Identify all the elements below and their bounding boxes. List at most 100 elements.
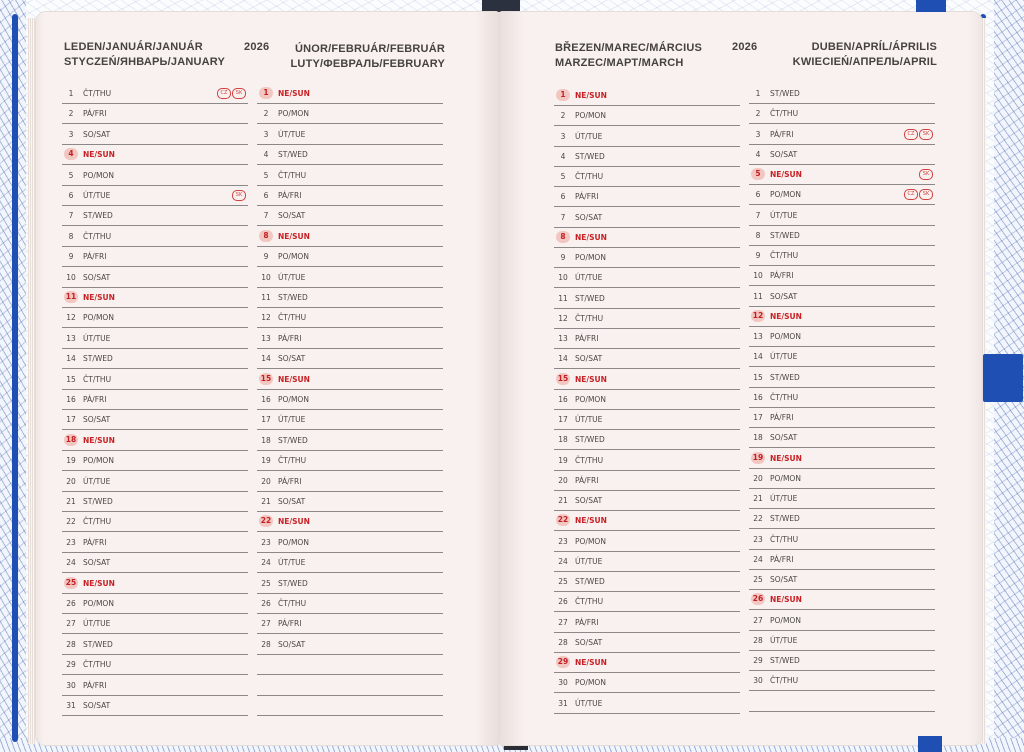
february-title: ÚNOR/FEBRUÁR/FEBRUÁR LUTY/ФЕВРАЛЬ/FEBRUA… [284, 42, 445, 72]
weekday-label: ÚT/TUE [575, 698, 603, 708]
day-number: 11 [64, 291, 78, 303]
day-number: 8 [68, 231, 74, 241]
weekday-label: ÚT/TUE [770, 635, 798, 645]
weekday-label: NE/SUN [770, 453, 802, 463]
weekday-label: SO/SAT [83, 701, 111, 710]
day-number: 13 [558, 334, 568, 343]
weekday-label: ST/WED [770, 372, 800, 382]
weekday-label: ST/WED [770, 514, 800, 524]
weekday-label: PO/MON [575, 536, 606, 546]
day-number: 8 [556, 230, 570, 243]
day-number: 3 [560, 131, 566, 141]
day-number: 17 [261, 415, 271, 425]
day-row: 13 PÁ/FRI [257, 328, 443, 349]
spine-top [482, 0, 520, 12]
day-number: 23 [558, 536, 568, 546]
day-row: 24 SO/SAT [62, 552, 248, 574]
weekday-label: ČT/THU [83, 660, 112, 670]
day-row: 6 PO/MON CZ SK [749, 184, 935, 206]
day-row: 5 PO/MON [62, 165, 248, 186]
day-number: 20 [753, 473, 763, 483]
weekday-label: SO/SAT [575, 212, 603, 222]
day-row: 16 PO/MON [257, 389, 443, 410]
weekday-label: NE/SUN [278, 517, 310, 527]
day-row: 12 NE/SUN [749, 306, 935, 327]
day-number: 6 [68, 191, 74, 200]
day-row: 15 NE/SUN [257, 369, 443, 390]
weekday-label: PÁ/FRI [83, 537, 107, 547]
holiday-mark-sk: SK [919, 169, 933, 180]
day-number: 15 [259, 372, 273, 385]
day-number: 30 [66, 680, 76, 690]
day-number: 15 [556, 372, 570, 385]
weekday-label: PO/MON [278, 395, 309, 404]
weekday-label: ST/WED [575, 435, 605, 445]
day-number: 23 [261, 537, 271, 547]
weekday-label: PÁ/FRI [83, 395, 107, 404]
day-row: 2 ČT/THU [749, 103, 935, 125]
day-number: 9 [560, 253, 566, 262]
day-number: 25 [261, 578, 271, 588]
day-row: 17 ÚT/TUE [257, 409, 443, 431]
day-row: 15 NE/SUN [554, 369, 740, 390]
day-number: 20 [558, 475, 568, 485]
bookmark-ribbon-top[interactable] [916, 0, 946, 12]
day-row: 5 NE/SUN SK [749, 164, 935, 185]
day-row: 26 ČT/THU [554, 591, 740, 613]
day-row: 2 PO/MON [257, 103, 443, 125]
day-number: 14 [261, 354, 271, 364]
weekday-label: PO/MON [770, 473, 801, 483]
weekday-label: PO/MON [83, 456, 114, 466]
day-row: 10 PÁ/FRI [749, 265, 935, 287]
day-row: 28 SO/SAT [257, 634, 443, 655]
day-row: 5 ČT/THU [554, 166, 740, 187]
weekday-label: ST/WED [83, 497, 113, 506]
day-number: 27 [66, 619, 76, 629]
day-row: 7 SO/SAT [257, 205, 443, 227]
day-row: 28 ST/WED [62, 634, 248, 655]
holiday-mark-sk: SK [919, 189, 933, 201]
day-row: 1 ST/WED [749, 83, 935, 104]
day-number: 10 [261, 272, 271, 282]
april-title-line2: KWIECIEŃ/АПРЕЛЬ/APRIL [792, 56, 937, 68]
elastic-band[interactable] [983, 354, 1023, 402]
weekday-label: ČT/THU [83, 517, 112, 527]
weekday-label: PÁ/FRI [278, 333, 302, 343]
day-number: 2 [560, 111, 566, 121]
day-row: 11 ST/WED [257, 287, 443, 308]
day-number: 4 [263, 150, 269, 160]
weekday-label: SO/SAT [770, 291, 798, 301]
january-title-line2: STYCZEŃ/ЯНВАРЬ/JANUARY [64, 56, 226, 68]
weekday-label: ČT/THU [278, 456, 307, 466]
day-number: 14 [753, 352, 763, 362]
day-row: 1 NE/SUN [257, 83, 443, 104]
day-row: 8 NE/SUN [257, 226, 443, 247]
day-row: 9 ČT/THU [749, 245, 935, 266]
weekday-label: ÚT/TUE [575, 415, 603, 424]
day-row: 19 ČT/THU [257, 450, 443, 472]
weekday-label: PO/MON [770, 615, 801, 625]
day-row: 20 PÁ/FRI [257, 471, 443, 492]
day-row: 14 ST/WED [62, 348, 248, 370]
day-row: 3 ÚT/TUE [554, 126, 740, 147]
day-row: 27 PÁ/FRI [554, 612, 740, 633]
day-row: 26 NE/SUN [749, 589, 935, 611]
day-number: 30 [558, 678, 568, 688]
day-number: 17 [753, 413, 763, 422]
weekday-label: SO/SAT [770, 575, 798, 584]
day-number: 20 [261, 476, 271, 486]
day-number: 29 [66, 660, 76, 670]
weekday-label: PO/MON [575, 111, 606, 121]
bookmark-ribbon-bottom[interactable] [918, 736, 942, 752]
day-number: 5 [68, 170, 74, 180]
weekday-label: PO/MON [83, 599, 114, 608]
day-row: 7 ÚT/TUE [749, 205, 935, 226]
weekday-label: ČT/THU [83, 374, 112, 384]
weekday-label: ÚT/TUE [83, 333, 111, 343]
january-title: LEDEN/JANUÁR/JANUÁR STYCZEŃ/ЯНВАРЬ/JANUA… [64, 40, 225, 70]
holiday-mark-cz: CZ [904, 189, 918, 201]
weekday-label: ST/WED [83, 639, 113, 649]
weekday-label: PO/MON [83, 170, 114, 180]
day-number: 26 [261, 599, 271, 608]
weekday-label: ČT/THU [83, 231, 112, 241]
